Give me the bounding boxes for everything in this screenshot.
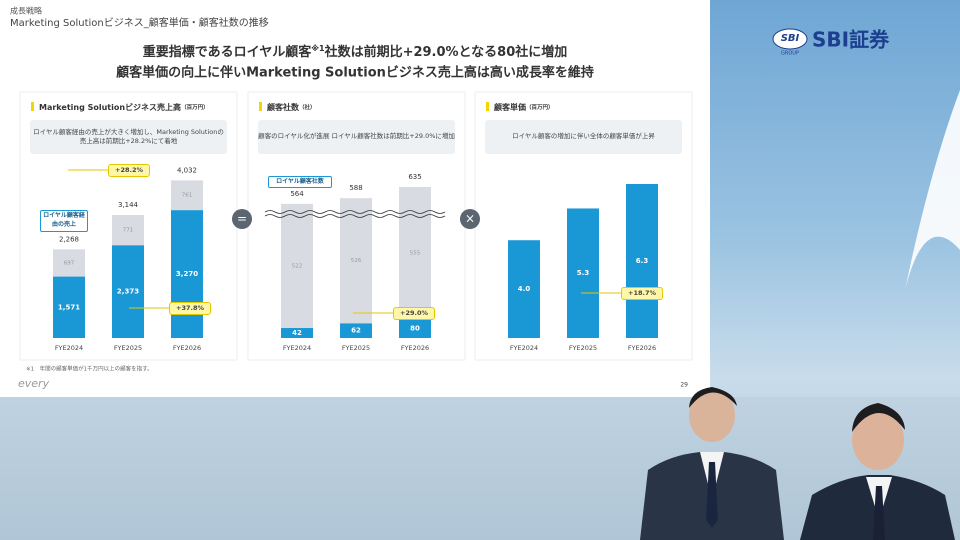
total-label: 2,268 <box>59 235 79 243</box>
bar-segment <box>112 245 144 338</box>
bar-segment <box>399 186 431 319</box>
value-label: 697 <box>64 260 75 266</box>
bar-segment <box>281 328 313 338</box>
x-tick-label: FYE2026 <box>628 344 656 352</box>
value-label: 80 <box>410 324 420 332</box>
bar-segment <box>340 198 372 324</box>
total-label: 635 <box>408 173 421 181</box>
bar-segment <box>626 184 658 338</box>
chart-title-text: Marketing Solutionビジネス売上高 <box>39 102 181 112</box>
x-tick-label: FYE2026 <box>173 344 201 352</box>
operator: × <box>465 212 475 226</box>
page-number: 29 <box>680 382 688 389</box>
value-label: 771 <box>123 228 134 234</box>
total-label: 3,144 <box>118 201 139 209</box>
room <box>0 397 960 540</box>
total-label: 4,032 <box>177 166 197 174</box>
chart-title-text: 顧客社数 <box>267 102 300 112</box>
chart-unit: （百万円） <box>181 103 209 111</box>
value-label: 4.0 <box>518 285 531 293</box>
headline-part: 重要指標であるロイヤル顧客 <box>143 44 312 60</box>
operator-bg <box>460 209 480 229</box>
value-label: 6.3 <box>636 257 649 265</box>
operator: = <box>237 212 247 226</box>
footnote: ※1 年間の顧客単価が1千万円以上の顧客を指す。 <box>26 365 153 373</box>
logo-mark: SBI <box>781 33 800 44</box>
x-tick-label: FYE2024 <box>510 344 538 352</box>
growth-callout: +18.7% <box>621 287 663 300</box>
headline: 重要指標であるロイヤル顧客※1社数は前期比+29.0%となる80社に増加 <box>143 43 568 60</box>
logo-name: SBI証券 <box>812 28 890 52</box>
bar-segment <box>567 208 599 338</box>
headline: 顧客単価の向上に伴いMarketing Solutionビジネス売上高は高い成長… <box>116 65 594 81</box>
bar-segment <box>53 249 85 277</box>
x-tick-label: FYE2025 <box>569 344 597 352</box>
value-label: 42 <box>292 329 302 337</box>
note: 顧客のロイヤル化が進展 ロイヤル顧客社数は前期比+29.0%に増加 <box>258 120 455 154</box>
axis-break <box>264 210 446 214</box>
brand: every <box>18 377 50 390</box>
x-tick-label: FYE2024 <box>283 344 311 352</box>
value-label: 62 <box>351 327 361 335</box>
bar-segment <box>112 215 144 246</box>
headline-part: 社数は前期比+29.0%となる80社に増加 <box>324 44 568 60</box>
total-label: 588 <box>349 184 362 192</box>
value-label: 555 <box>410 250 421 256</box>
bar-segment <box>53 276 85 338</box>
title-marker <box>31 102 34 111</box>
value-label: 761 <box>182 193 193 199</box>
growth-callout: +29.0% <box>393 307 435 320</box>
value-label: 5.3 <box>577 269 590 277</box>
logo-group: GROUP <box>781 51 799 57</box>
x-tick-label: FYE2026 <box>401 344 429 352</box>
chart-unit: （社） <box>299 103 316 111</box>
bar-segment <box>171 180 203 211</box>
x-tick-label: FYE2025 <box>114 344 142 352</box>
chart-title-text: 顧客単価 <box>494 102 526 112</box>
legend-tag: ロイヤル顧客経由の売上 <box>40 210 88 232</box>
logo-mark-bg <box>772 28 808 50</box>
value-label: 3,270 <box>176 270 198 278</box>
note: ロイヤル顧客経由の売上が大きく増加し、Marketing Solutionの売上… <box>30 120 227 154</box>
person <box>800 403 955 540</box>
value-label: 1,571 <box>58 303 80 311</box>
note: ロイヤル顧客の増加に伴い全体の顧客単価が上昇 <box>485 120 682 154</box>
chart-unit: （百万円） <box>526 103 554 111</box>
growth-callout: +37.8% <box>169 302 211 315</box>
bar-segment <box>340 323 372 338</box>
chart-title: 顧客単価（百万円） <box>494 102 554 112</box>
title-marker <box>259 102 262 111</box>
headline-sup: ※1 <box>311 43 325 53</box>
decor <box>905 90 960 290</box>
operator-bg <box>232 209 252 229</box>
section: 成長戦略 <box>10 6 42 16</box>
x-tick-label: FYE2024 <box>55 344 83 352</box>
growth-callout: +28.2% <box>108 164 150 177</box>
bar-segment <box>281 203 313 329</box>
bar-segment <box>171 210 203 338</box>
value-label: 526 <box>351 258 362 264</box>
value-label: 522 <box>292 263 303 269</box>
x-tick-label: FYE2025 <box>342 344 370 352</box>
chart-title: 顧客社数（社） <box>267 102 316 112</box>
subtitle: Marketing Solutionビジネス_顧客単価・顧客社数の推移 <box>10 16 269 29</box>
bar-segment <box>508 240 540 338</box>
title-marker <box>486 102 489 111</box>
axis-break <box>264 214 446 218</box>
person <box>640 387 784 540</box>
chart-title: Marketing Solutionビジネス売上高（百万円） <box>39 102 209 112</box>
bar-segment <box>399 318 431 338</box>
legend-tag: ロイヤル顧客社数 <box>268 176 332 188</box>
total-label: 564 <box>290 190 304 198</box>
value-label: 2,373 <box>117 288 139 296</box>
